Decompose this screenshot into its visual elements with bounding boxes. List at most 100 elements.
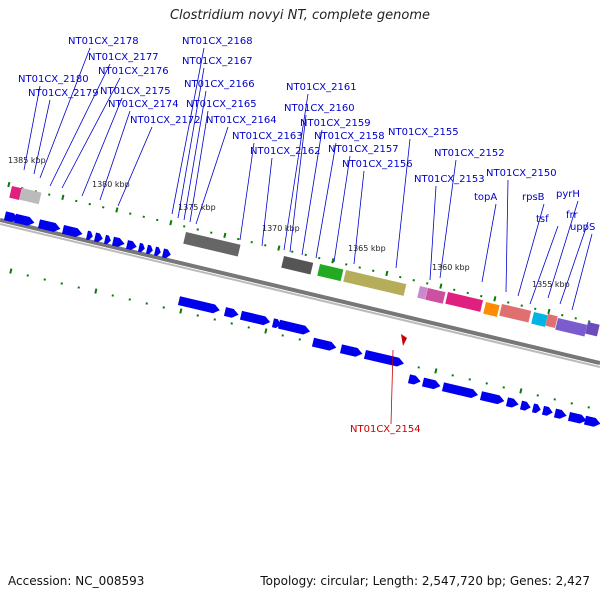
scale-tick xyxy=(210,231,213,234)
outer-tick xyxy=(451,374,454,377)
scale-tick xyxy=(304,253,307,257)
scale-tick xyxy=(507,301,510,304)
leader-line xyxy=(395,138,411,269)
locus-label: NT01CX_2164 xyxy=(206,115,277,126)
locus-label: NT01CX_2172 xyxy=(130,115,201,126)
scale-tick xyxy=(196,228,199,231)
outer-tick xyxy=(60,282,63,285)
gene-block xyxy=(317,264,344,282)
scale-tick xyxy=(223,232,227,239)
cds-arrow xyxy=(111,236,125,247)
outer-tick xyxy=(111,294,114,297)
locus-label: NT01CX_2167 xyxy=(182,56,253,67)
outer-tick xyxy=(77,286,80,289)
leader-line xyxy=(189,110,209,223)
outer-tick xyxy=(26,274,29,277)
locus-label: NT01CX_2175 xyxy=(100,86,171,97)
scale-tick xyxy=(88,202,91,206)
cds-arrow xyxy=(93,232,103,243)
scale-tick xyxy=(237,237,240,241)
outer-tick xyxy=(162,306,165,309)
scale-tick xyxy=(61,194,65,200)
cds-arrow xyxy=(553,408,567,419)
cds-arrow xyxy=(541,405,553,416)
leader-line xyxy=(49,63,111,187)
leader-line xyxy=(547,200,579,299)
locus-label: NT01CX_2174 xyxy=(108,99,179,110)
scale-tick xyxy=(156,218,159,222)
locus-label: NT01CX_2163 xyxy=(232,131,303,142)
locus-label: NT01CX_2180 xyxy=(18,74,89,85)
highlight-locus-label: NT01CX_2154 xyxy=(350,424,421,435)
scale-tick xyxy=(372,269,375,272)
cds-arrow xyxy=(567,411,587,424)
locus-label: rpsB xyxy=(522,192,545,203)
scale-tick xyxy=(574,317,577,320)
scale-tick xyxy=(102,206,105,209)
scale-label: 1360 kbp xyxy=(432,263,470,272)
leader-line xyxy=(315,142,337,259)
locus-label: NT01CX_2162 xyxy=(250,146,321,157)
scale-tick xyxy=(75,199,78,203)
leader-line xyxy=(195,126,229,225)
gene-block xyxy=(281,256,314,275)
leader-line xyxy=(171,47,205,215)
scale-tick xyxy=(345,263,348,266)
leader-line xyxy=(481,203,497,283)
leader-line xyxy=(117,126,153,207)
leader-line xyxy=(439,159,457,279)
outer-tick xyxy=(264,328,268,334)
cds-arrow xyxy=(519,400,531,411)
scale-label: 1375 kbp xyxy=(178,203,216,212)
locus-label: NT01CX_2153 xyxy=(414,174,485,185)
locus-label: NT01CX_2160 xyxy=(284,103,355,114)
accession-label: Accession: NC_008593 xyxy=(8,574,145,588)
leader-line xyxy=(429,185,437,281)
locus-label: NT01CX_2156 xyxy=(342,159,413,170)
scale-tick xyxy=(331,258,335,264)
leader-line xyxy=(23,85,41,171)
cds-arrow xyxy=(479,391,505,405)
locus-label: NT01CX_2150 xyxy=(486,168,557,179)
cds-arrow xyxy=(153,246,161,257)
scale-tick xyxy=(588,320,591,323)
locus-label: NT01CX_2161 xyxy=(286,82,357,93)
leader-line xyxy=(283,93,309,251)
cds-arrow xyxy=(13,213,35,226)
locus-label: topA xyxy=(474,192,497,203)
cds-arrow xyxy=(137,242,145,253)
cds-arrow xyxy=(531,403,541,414)
scale-tick xyxy=(480,294,483,298)
cds-arrow xyxy=(311,337,337,351)
leader-line xyxy=(571,233,593,311)
gene-block xyxy=(19,188,42,205)
outer-tick xyxy=(196,314,199,317)
cds-arrow xyxy=(125,240,137,250)
outer-tick xyxy=(417,366,420,369)
gene-block xyxy=(417,285,428,300)
outer-tick xyxy=(553,398,556,401)
outer-tick xyxy=(230,322,233,325)
scale-tick xyxy=(520,304,523,307)
gene-block xyxy=(183,232,241,257)
outer-tick xyxy=(94,288,98,294)
outer-tick xyxy=(536,394,539,397)
leader-line xyxy=(239,142,255,241)
scale-label: 1380 kbp xyxy=(92,180,130,189)
scale-tick xyxy=(385,270,389,277)
leader-line xyxy=(183,90,207,221)
scale-tick xyxy=(7,181,11,188)
cds-arrow xyxy=(239,310,271,326)
gene-block xyxy=(531,312,548,327)
scale-tick xyxy=(129,212,132,215)
leader-line xyxy=(517,203,545,297)
scale-tick xyxy=(318,256,321,260)
outer-tick xyxy=(468,378,471,381)
genome-summary: Topology: circular; Length: 2,547,720 bp… xyxy=(260,574,590,588)
scale-tick xyxy=(561,313,564,317)
cds-arrow xyxy=(505,397,519,408)
scale-tick xyxy=(291,250,294,253)
locus-label: NT01CX_2176 xyxy=(98,66,169,77)
scale-tick xyxy=(169,220,173,226)
